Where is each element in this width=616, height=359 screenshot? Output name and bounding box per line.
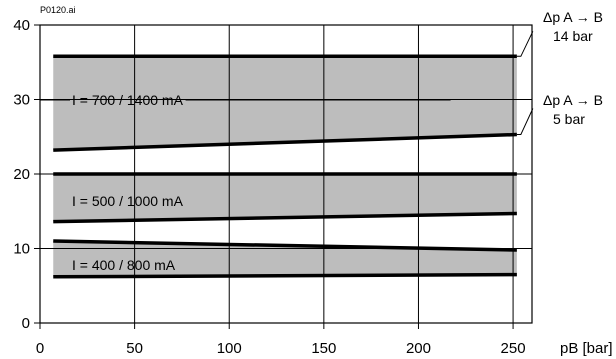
annotation-5bar-leader bbox=[516, 108, 534, 136]
x-tick-label-50: 50 bbox=[126, 340, 143, 357]
y-tick-label-40: 40 bbox=[13, 17, 30, 34]
x-tick-label-200: 200 bbox=[406, 340, 431, 357]
y-tick-label-0: 0 bbox=[22, 315, 30, 332]
band-area-1 bbox=[53, 174, 517, 222]
curves-layer bbox=[53, 54, 517, 279]
band-0-lower-curve bbox=[53, 132, 517, 152]
x-tick-label-250: 250 bbox=[501, 340, 526, 357]
bands-layer bbox=[53, 56, 517, 277]
annotation-14bar-line2: 14 bar bbox=[553, 28, 593, 44]
band-2-upper-curve bbox=[53, 239, 517, 252]
annotation-14bar-leader bbox=[516, 31, 534, 57]
annotation-14bar-line1: Δp A → B bbox=[543, 9, 603, 25]
band-label-500-1000: I = 500 / 1000 mA bbox=[72, 193, 184, 209]
x-tick-label-0: 0 bbox=[36, 340, 44, 357]
annotations-layer bbox=[40, 31, 534, 136]
band-label-700-1400: I = 700 / 1400 mA bbox=[72, 92, 184, 108]
annotation-5bar-line2: 5 bar bbox=[553, 111, 585, 127]
band-1-lower-curve bbox=[53, 211, 517, 224]
y-tick-label-10: 10 bbox=[13, 241, 30, 258]
x-axis-label: pB [bar] bbox=[560, 340, 613, 357]
source-tag: P0120.ai bbox=[40, 5, 76, 15]
ticks-layer: 0 50 100 150 200 250 0 10 20 30 40 bbox=[13, 17, 525, 357]
y-tick-label-20: 20 bbox=[13, 166, 30, 183]
x-tick-label-150: 150 bbox=[311, 340, 336, 357]
band-area-2 bbox=[53, 241, 517, 277]
x-tick-label-100: 100 bbox=[217, 340, 242, 357]
band-area-0 bbox=[53, 56, 517, 151]
annotation-5bar-line1: Δp A → B bbox=[543, 92, 603, 108]
band-2-lower-curve bbox=[53, 272, 517, 279]
band-label-400-800: I = 400 / 800 mA bbox=[72, 257, 176, 273]
y-tick-label-30: 30 bbox=[13, 92, 30, 109]
